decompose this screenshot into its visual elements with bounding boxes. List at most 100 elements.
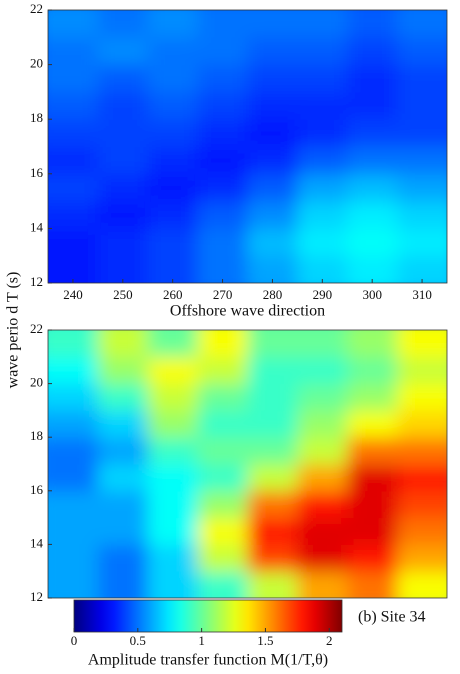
heatmap-cell [297, 146, 348, 175]
heatmap-cell [197, 490, 248, 519]
heatmap-cell [48, 571, 99, 598]
heatmap-cell [48, 356, 99, 385]
heatmap-clip [48, 330, 447, 598]
heatmap-cell [97, 173, 149, 202]
heatmap-cell [297, 464, 348, 492]
y-tick-label: 12 [30, 274, 43, 289]
heatmap-clip [48, 10, 447, 283]
heatmap-cell [48, 146, 99, 175]
heatmap-cell [297, 228, 348, 257]
colorbar-tick-label: 1 [198, 633, 205, 648]
heatmap-cell [297, 64, 348, 93]
heatmap-cell [347, 201, 398, 229]
colorbar-label: Amplitude transfer function M(1/T,θ) [88, 652, 328, 669]
heatmap-cell [48, 437, 99, 465]
heatmap-cell [297, 410, 348, 438]
heatmap-cell [97, 37, 149, 66]
heatmap-cell [297, 201, 348, 229]
heatmap-cell [48, 464, 99, 492]
y-tick-label: 20 [30, 56, 43, 71]
heatmap-cell [197, 544, 248, 572]
heatmap-cell [247, 464, 298, 492]
heatmap-cell [347, 173, 398, 202]
heatmap-cell [247, 437, 298, 465]
heatmap-cell [147, 37, 199, 66]
heatmap-cell [97, 517, 149, 545]
heatmap-cell [197, 91, 248, 120]
heatmap-cell [147, 410, 199, 438]
heatmap-cell [197, 410, 248, 438]
heatmap-cell [197, 356, 248, 385]
colorbar-tick-label: 0 [71, 633, 78, 648]
heatmap-cell [247, 544, 298, 572]
heatmap-cell [347, 10, 398, 38]
heatmap-cell [197, 173, 248, 202]
plot-frame [47, 9, 448, 284]
y-tick-label: 16 [30, 482, 44, 497]
heatmap-cell [197, 201, 248, 229]
annotation: (b) Site 34 [358, 609, 426, 626]
heatmap-cell [48, 517, 99, 545]
heatmap-cell [48, 410, 99, 438]
heatmap-cell [247, 517, 298, 545]
heatmap-cell [48, 10, 99, 38]
heatmap-cell [247, 146, 298, 175]
colorbar-tick-label: 1.5 [257, 633, 273, 648]
x-tick-label: 310 [412, 287, 432, 302]
heatmap-cell [397, 10, 447, 38]
heatmap-cell [397, 64, 447, 93]
heatmap-cell [197, 255, 248, 283]
heatmap-cell [247, 410, 298, 438]
heatmap-cell [147, 490, 199, 519]
heatmap-cell [197, 571, 248, 598]
heatmap-cell [297, 173, 348, 202]
y-tick-label: 14 [30, 535, 44, 550]
heatmap-cell [97, 410, 149, 438]
heatmap-cell [48, 119, 99, 147]
heatmap-cell [197, 119, 248, 147]
heatmap-cell [247, 490, 298, 519]
heatmap-cell [397, 173, 447, 202]
heatmap-cell [247, 37, 298, 66]
heatmap-cell [297, 544, 348, 572]
heatmap-cell [347, 228, 398, 257]
heatmap-cell [347, 437, 398, 465]
heatmap-cell [97, 464, 149, 492]
heatmap-cell [397, 146, 447, 175]
heatmap-cell [147, 356, 199, 385]
y-tick-label: 14 [30, 219, 44, 234]
heatmap-cell [347, 571, 398, 598]
heatmap-cell [147, 464, 199, 492]
heatmap-cell [397, 228, 447, 257]
heatmap-cell [247, 228, 298, 257]
heatmap-cell [97, 119, 149, 147]
x-tick-label: 240 [63, 287, 83, 302]
heatmap-cell [147, 228, 199, 257]
heatmap-cell [347, 544, 398, 572]
heatmap-cell [247, 383, 298, 411]
heatmap-cell [147, 255, 199, 283]
heatmap-cell [197, 146, 248, 175]
heatmap-cell [397, 201, 447, 229]
heatmap-cell [297, 91, 348, 120]
heatmap-cell [197, 383, 248, 411]
heatmap-cell [347, 356, 398, 385]
colorbar-tick-label: 0.5 [130, 633, 146, 648]
colorbar [73, 599, 343, 633]
heatmap-cell [48, 173, 99, 202]
heatmap-cell [297, 490, 348, 519]
heatmap-cell [147, 330, 199, 358]
heatmap-cell [247, 255, 298, 283]
colorbar-tick-label: 2 [326, 633, 333, 648]
heatmap-cell [247, 91, 298, 120]
y-tick-label: 18 [30, 428, 43, 443]
heatmap-cell [147, 571, 199, 598]
heatmap-cell [197, 37, 248, 66]
heatmap-cell [97, 571, 149, 598]
heatmap-cell [97, 383, 149, 411]
heatmap-cell [247, 173, 298, 202]
heatmap-cell [247, 119, 298, 147]
heatmap-cell [97, 146, 149, 175]
heatmap-cell [48, 64, 99, 93]
heatmap-cell [397, 119, 447, 147]
